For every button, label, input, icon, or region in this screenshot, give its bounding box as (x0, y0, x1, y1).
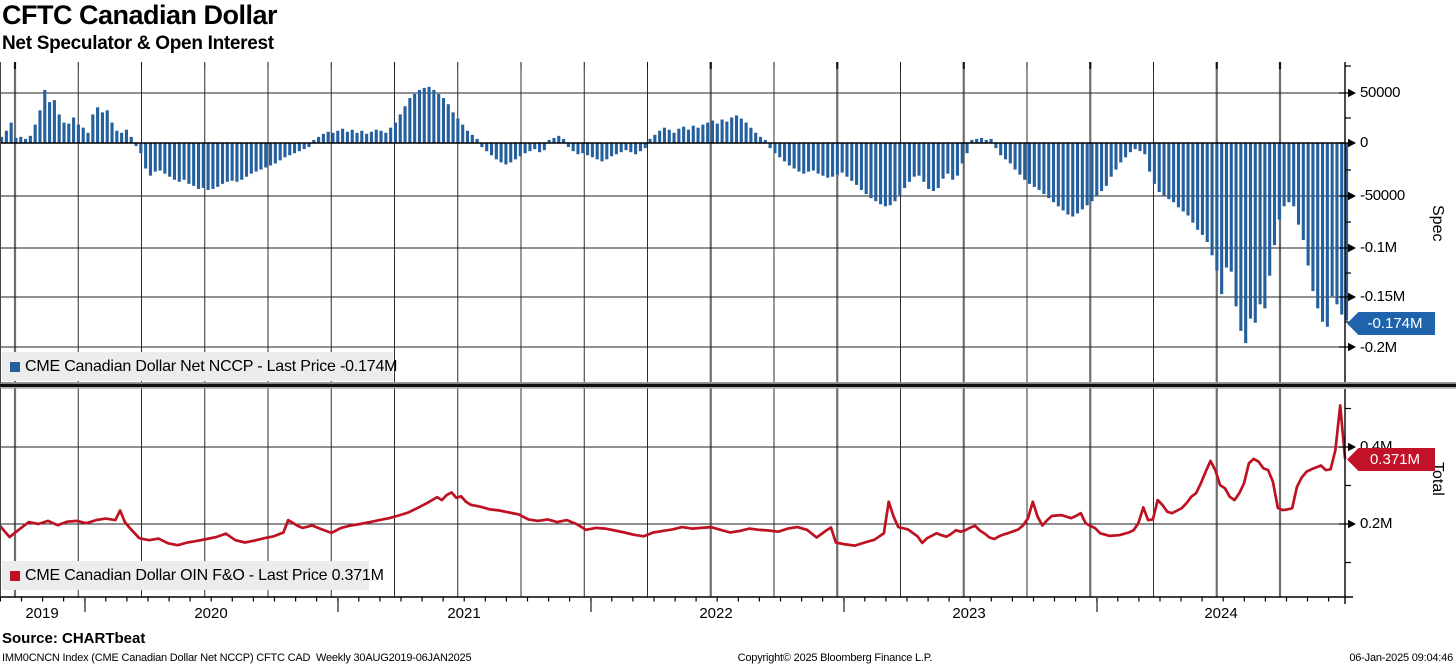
spec-ytick-50000: 50000 (1360, 84, 1401, 101)
spec-legend-label: CME Canadian Dollar Net NCCP - Last Pric… (25, 357, 398, 375)
page-title: CFTC Canadian Dollar (2, 0, 278, 30)
spec-axis-title: Spec (1429, 205, 1446, 242)
spec-ytick-neg50000: -50000 (1360, 187, 1405, 204)
spec-ytick-0: 0 (1360, 134, 1369, 151)
xtick-2021: 2021 (447, 605, 481, 622)
ticker-info: IMM0CNCN Index (CME Canadian Dollar Net … (2, 652, 472, 664)
timestamp: 06-Jan-2025 09:04:46 (1349, 652, 1453, 664)
total-legend: CME Canadian Dollar OIN F&O - Last Price… (2, 561, 384, 590)
horizontal-gridlines (0, 92, 1345, 525)
xtick-2023: 2023 (952, 605, 986, 622)
total-legend-label: CME Canadian Dollar OIN F&O - Last Price… (25, 566, 384, 584)
page-subtitle: Net Speculator & Open Interest (2, 33, 274, 54)
spec-last-price-flag: -0.174M (1347, 312, 1435, 335)
xtick-2024: 2024 (1204, 605, 1238, 622)
spec-bars-series (0, 86, 1349, 344)
total-ytick-0.2m: 0.2M (1360, 515, 1393, 532)
panel-separator (0, 382, 1456, 389)
source-label: Source: CHARTbeat (2, 630, 146, 647)
right-axis-ticks (1339, 65, 1356, 564)
total-legend-marker-icon (10, 570, 20, 581)
total-oi-line (0, 404, 1347, 547)
xtick-2022: 2022 (699, 605, 733, 622)
spec-ytick-neg0.2m: -0.2M (1360, 339, 1397, 356)
xtick-2019: 2019 (25, 605, 59, 622)
spec-legend-marker-icon (10, 361, 20, 372)
xtick-2020: 2020 (194, 605, 228, 622)
spec-ytick-neg0.15m: -0.15M (1360, 288, 1405, 305)
bottom-axis-ticks (0, 597, 1330, 612)
copyright: Copyright© 2025 Bloomberg Finance L.P. (737, 652, 933, 664)
total-last-price-flag: 0.371M (1347, 448, 1435, 471)
spec-ytick-neg0.1m: -0.1M (1360, 239, 1397, 256)
spec-legend: CME Canadian Dollar Net NCCP - Last Pric… (2, 352, 397, 381)
